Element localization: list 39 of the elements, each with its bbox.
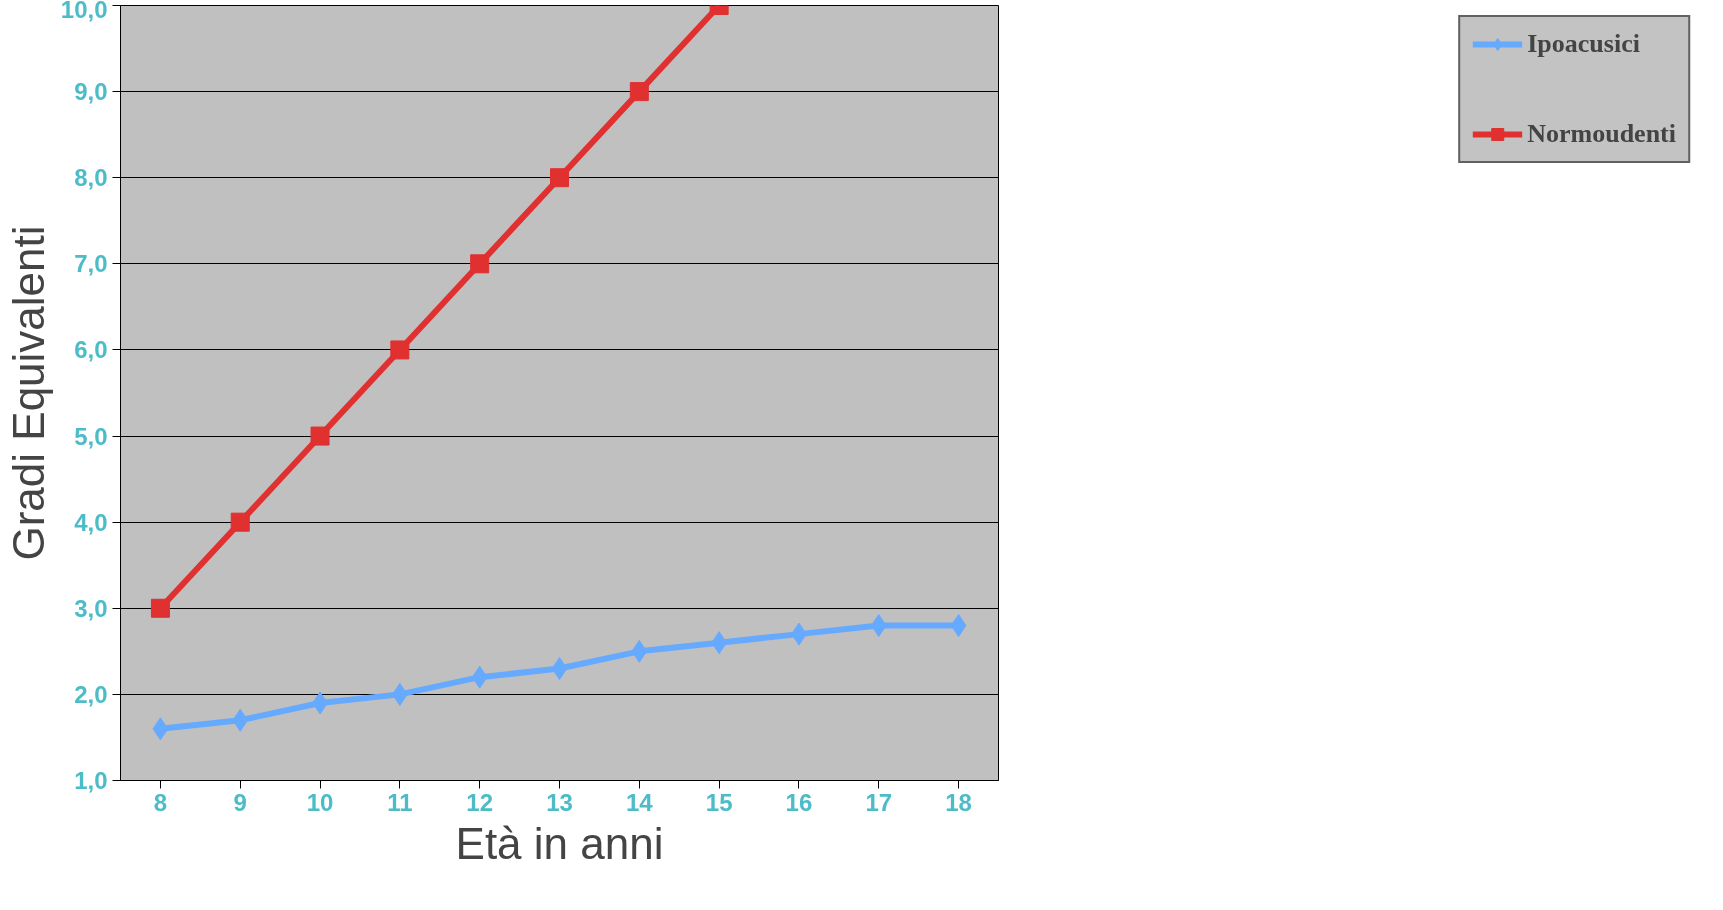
x-tick-label: 8 xyxy=(153,788,168,816)
point xyxy=(471,665,488,689)
y-tick-label: 6,0 xyxy=(74,336,108,364)
y-tick-label: 2,0 xyxy=(74,680,108,708)
x-tick-label: 16 xyxy=(785,788,813,816)
point xyxy=(310,426,330,446)
y-tick-label: 5,0 xyxy=(74,422,108,450)
point xyxy=(470,254,490,274)
y-tick-label: 9,0 xyxy=(74,78,108,106)
y-tick-label: 8,0 xyxy=(74,164,108,192)
y-tick-label: 7,0 xyxy=(74,250,108,278)
y-tick-label: 3,0 xyxy=(74,594,108,622)
x-tick-label: 9 xyxy=(233,788,247,816)
x-axis-title: Età in anni xyxy=(455,818,664,868)
x-tick-label: 11 xyxy=(387,788,413,816)
y-tick-label: 4,0 xyxy=(74,508,108,536)
point xyxy=(950,614,967,637)
legend-label: Normoudenti xyxy=(1527,119,1676,149)
x-tick-label: 13 xyxy=(546,788,573,816)
x-tick-label: 14 xyxy=(625,788,654,816)
y-axis-title: Gradi Equivalenti xyxy=(3,225,53,561)
x-tick-label: 17 xyxy=(865,788,893,816)
point xyxy=(390,340,410,360)
point xyxy=(870,614,887,637)
x-tick-label: 12 xyxy=(466,788,494,816)
legend-label: Ipoacusici xyxy=(1527,29,1640,59)
point xyxy=(230,512,250,532)
x-tick-label: 15 xyxy=(705,788,733,816)
point xyxy=(152,717,169,741)
point xyxy=(550,168,569,188)
x-tick-label: 10 xyxy=(306,788,334,816)
x-tick-label: 18 xyxy=(945,788,972,816)
point xyxy=(629,82,649,102)
point xyxy=(551,657,568,681)
y-tick-label: 10,0 xyxy=(60,0,108,23)
point xyxy=(150,598,170,618)
y-tick-label: 1,0 xyxy=(74,767,108,794)
point xyxy=(631,639,648,663)
point xyxy=(232,708,249,732)
